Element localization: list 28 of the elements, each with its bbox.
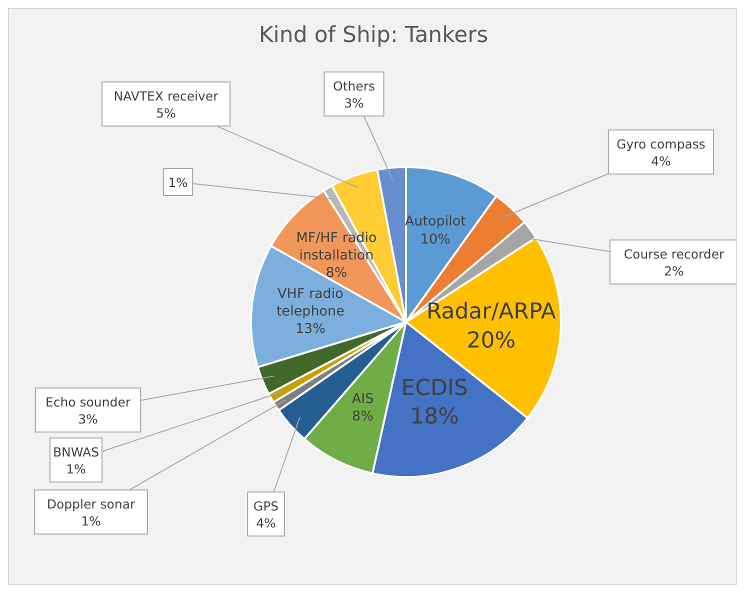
data-label: 3% bbox=[78, 411, 98, 426]
data-label: 5% bbox=[156, 105, 176, 120]
slice-label: GPS bbox=[253, 498, 279, 513]
slice-label: Gyro compass bbox=[616, 136, 706, 151]
slice-label: Echo sounder bbox=[45, 394, 132, 409]
data-label: 2% bbox=[664, 263, 684, 278]
slice-label: Radar/ARPA bbox=[426, 299, 556, 324]
data-label: 20% bbox=[466, 328, 516, 353]
data-label: 1% bbox=[81, 513, 102, 528]
slice-label: NAVTEX receiver bbox=[114, 88, 220, 103]
data-label: 1% bbox=[66, 461, 86, 476]
data-label: 13% bbox=[295, 321, 326, 338]
data-label: 4% bbox=[651, 153, 672, 168]
data-label: 10% bbox=[420, 231, 451, 248]
data-label: 1% bbox=[168, 174, 188, 190]
data-label: 4% bbox=[256, 515, 276, 530]
slice-label: VHF radio telephone bbox=[276, 286, 344, 320]
data-label: 8% bbox=[326, 265, 348, 282]
data-label: 8% bbox=[352, 408, 374, 425]
chart-title: Kind of Ship: Tankers bbox=[258, 23, 490, 48]
slice-label: Doppler sonar bbox=[46, 496, 136, 511]
slice-label: AIS bbox=[352, 391, 374, 408]
slice-label: BNWAS bbox=[52, 444, 100, 459]
slice-label: ECDIS bbox=[401, 376, 468, 401]
data-label: 18% bbox=[410, 404, 460, 430]
slice-label: Others bbox=[332, 78, 376, 93]
data-label: 3% bbox=[344, 95, 364, 110]
slice-label: Course recorder bbox=[624, 246, 726, 261]
